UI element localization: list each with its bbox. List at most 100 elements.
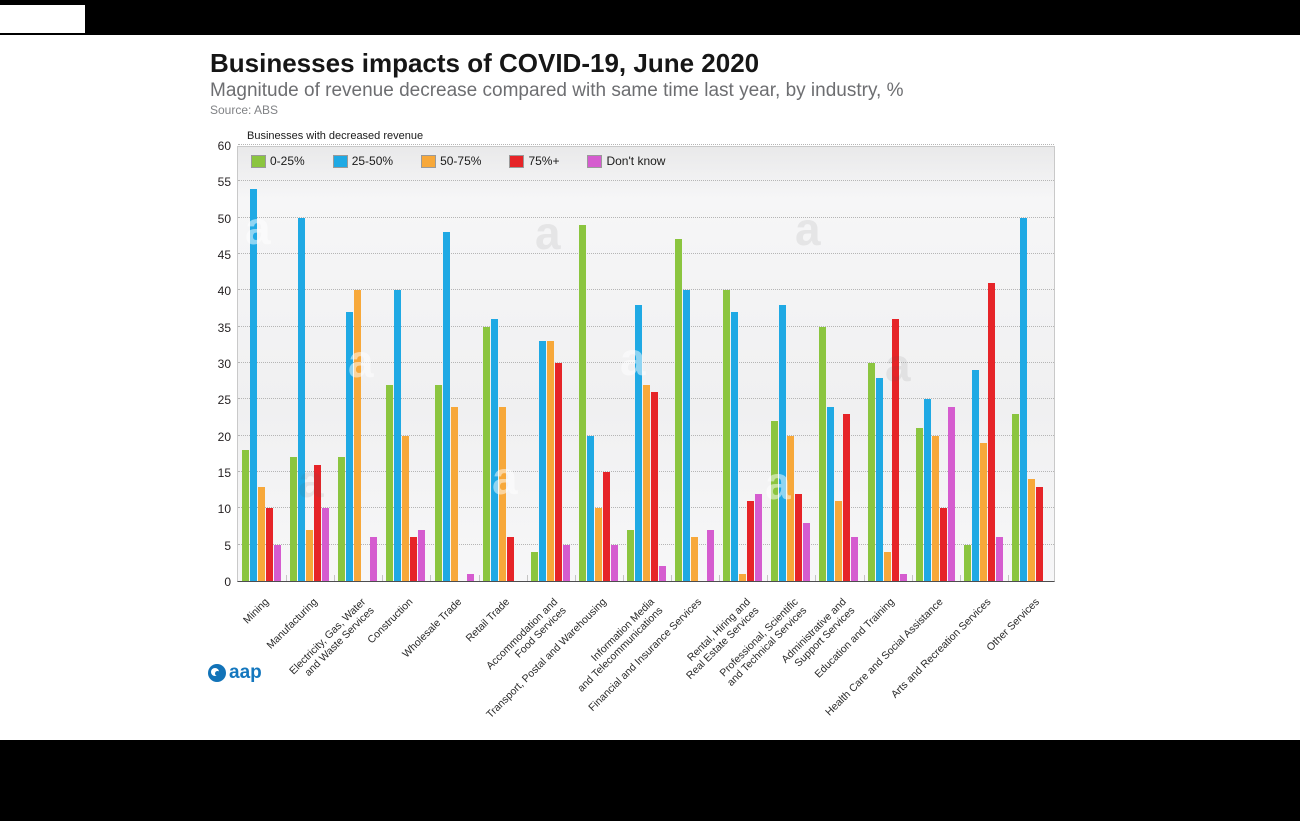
bar-25-50%-Rental, Hiring and: [731, 312, 739, 581]
x-label-Manufacturing: Manufacturing: [264, 596, 320, 652]
bar-0-25%-Administrative and: [819, 326, 827, 581]
x-axis-minor-tick: [911, 575, 913, 581]
gridline-50: [238, 216, 1054, 218]
legend-swatch-icon: [332, 154, 348, 168]
chart-title: Businesses impacts of COVID-19, June 202…: [210, 48, 760, 78]
bar-75%+-Mining: [266, 508, 274, 581]
bar-25-50%-Transport, Postal and Warehousing: [586, 435, 594, 581]
bar-50-75%-Electricity, Gas, Water: [354, 290, 362, 581]
legend-swatch-icon: [587, 154, 603, 168]
x-label-Electricity, Gas, Water: Electricity, Gas, Water and Waste Servic…: [286, 596, 377, 679]
bar-25-50%-Construction: [394, 290, 402, 581]
y-tick-60: 60: [217, 139, 231, 153]
bar-0-25%-Manufacturing: [290, 457, 298, 581]
bar-25-50%-Professional, Scientific: [779, 304, 787, 581]
bar-Don't know-Electricity, Gas, Water: [370, 537, 378, 581]
x-label-Wholesale Trade: Wholesale Trade: [399, 596, 465, 661]
x-axis-minor-tick: [959, 575, 961, 581]
plot-area: 0-25% 25-50% 50-75% 75%+ Don't know: [237, 144, 1055, 582]
x-label-Education and Training: Education and Training: [812, 596, 898, 681]
bar-75%+-Manufacturing: [314, 464, 322, 581]
x-axis-minor-tick: [334, 575, 336, 581]
gridline-55: [238, 180, 1054, 182]
bottom-watermark-bar: alamy Image ID: 2JYEEHM www.alamy.com: [0, 740, 1300, 821]
bar-Don't know-Arts and Recreation Services: [995, 537, 1003, 581]
x-axis-minor-tick: [815, 575, 817, 581]
x-label-Professional, Scientific: Professional, Scientific and Technical S…: [717, 596, 810, 689]
bar-50-75%-Retail Trade: [498, 406, 506, 581]
bar-25-50%-Education and Training: [875, 377, 883, 581]
x-axis-minor-tick: [526, 575, 528, 581]
bar-0-25%-Education and Training: [867, 363, 875, 581]
bar-0-25%-Professional, Scientific: [771, 421, 779, 581]
bar-0-25%-Retail Trade: [482, 326, 490, 581]
bar-50-75%-Information Media: [643, 384, 650, 581]
x-axis-minor-tick: [863, 575, 865, 581]
bar-Don't know-Transport, Postal and Warehousing: [610, 544, 618, 581]
bar-Don't know-Manufacturing: [322, 508, 330, 581]
y-tick-10: 10: [217, 502, 231, 517]
bar-50-75%-Health Care and Social Assistance: [931, 435, 939, 581]
bar-Don't know-Professional, Scientific: [803, 522, 811, 581]
bar-25-50%-Other Services: [1019, 217, 1027, 581]
y-tick-20: 20: [217, 429, 231, 444]
x-label-Health Care and Social Assistance: Health Care and Social Assistance: [822, 596, 946, 719]
bar-25-50%-Information Media: [635, 304, 642, 581]
legend-swatch-icon: [509, 154, 525, 168]
bar-Don't know-Accommodation and: [562, 544, 570, 581]
gridline-40: [238, 289, 1054, 291]
y-tick-40: 40: [217, 284, 231, 299]
bar-25-50%-Retail Trade: [490, 319, 498, 581]
bar-Don't know-Health Care and Social Assistance: [947, 406, 955, 581]
x-axis-minor-tick: [719, 575, 721, 581]
bar-25-50%-Financial and Insurance Services: [683, 290, 691, 581]
bar-25-50%-Mining: [250, 188, 258, 581]
bar-50-75%-Mining: [258, 486, 266, 581]
y-tick-30: 30: [217, 357, 231, 371]
bar-0-25%-Health Care and Social Assistance: [915, 428, 923, 581]
source-note: Source: ABS: [210, 103, 279, 117]
bar-75%+-Transport, Postal and Warehousing: [602, 472, 610, 581]
aap-logo: aap: [208, 662, 262, 684]
aap-logo-text: aap: [229, 662, 262, 683]
y-tick-35: 35: [217, 320, 231, 335]
bar-75%+-Accommodation and: [554, 363, 562, 581]
legend-label: 75%+: [528, 154, 560, 168]
bar-Don't know-Information Media: [659, 566, 666, 581]
bar-0-25%-Rental, Hiring and: [723, 290, 731, 581]
bar-50-75%-Accommodation and: [546, 341, 554, 581]
bar-25-50%-Electricity, Gas, Water: [346, 312, 354, 581]
bar-Don't know-Rental, Hiring and: [755, 493, 763, 581]
bar-75%+-Arts and Recreation Services: [987, 283, 995, 581]
x-axis-minor-tick: [286, 575, 288, 581]
bar-75%+-Construction: [410, 537, 418, 581]
legend-item-75%+: 75%+: [509, 154, 559, 168]
x-axis-minor-tick: [1007, 575, 1009, 581]
x-axis-minor-tick: [767, 575, 769, 581]
bar-25-50%-Manufacturing: [298, 217, 306, 581]
y-tick-50: 50: [217, 211, 231, 226]
bar-0-25%-Mining: [242, 450, 250, 581]
x-label-Transport, Postal and Warehousing: Transport, Postal and Warehousing: [483, 596, 609, 721]
x-axis-minor-tick: [622, 575, 624, 581]
bar-0-25%-Arts and Recreation Services: [963, 544, 971, 581]
y-tick-5: 5: [224, 538, 231, 553]
gridline-30: [238, 362, 1054, 363]
bar-0-25%-Transport, Postal and Warehousing: [578, 224, 586, 581]
legend-item-0-25%: 0-25%: [251, 154, 305, 168]
bar-75%+-Information Media: [651, 392, 658, 581]
legend-swatch-icon: [421, 154, 437, 168]
bar-50-75%-Education and Training: [883, 551, 891, 581]
legend: 0-25% 25-50% 50-75% 75%+ Don't know: [251, 154, 665, 168]
bar-75%+-Administrative and: [843, 413, 851, 581]
x-label-Retail Trade: Retail Trade: [463, 596, 513, 645]
gridline-45: [238, 253, 1054, 254]
x-label-Information Media: Information Media and Telecommunications: [574, 596, 665, 695]
y-tick-55: 55: [217, 175, 231, 190]
bar-75%+-Education and Training: [891, 319, 899, 581]
top-left-white-patch: [0, 5, 85, 33]
bar-50-75%-Construction: [402, 435, 410, 581]
bar-Don't know-Administrative and: [851, 537, 859, 581]
legend-item-25-50%: 25-50%: [332, 154, 393, 168]
